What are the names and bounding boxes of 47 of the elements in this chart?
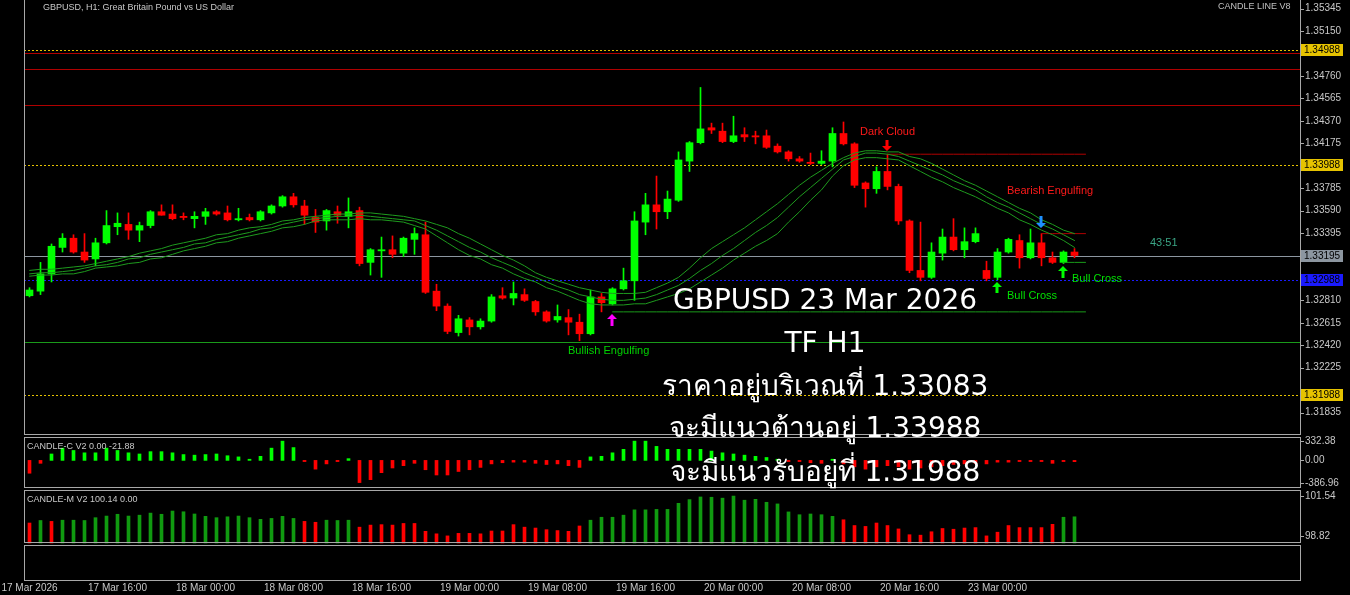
y-tick-label: 101.54 xyxy=(1305,489,1337,501)
annotation: GBPUSD 23 Mar 2026 xyxy=(672,283,978,316)
x-tick-label: 19 Mar 16:00 xyxy=(616,581,676,593)
ref-line-label: 1.33988 xyxy=(1301,159,1344,171)
x-tick-label: 18 Mar 00:00 xyxy=(176,581,236,593)
annotation: 43:51 xyxy=(1150,236,1178,249)
x-tick-label: 18 Mar 16:00 xyxy=(352,581,412,593)
x-tick-label: 17 Mar 2026 xyxy=(1,581,59,593)
x-tick-label: 23 Mar 00:00 xyxy=(968,581,1028,593)
y-tick-label: 1.33395 xyxy=(1305,226,1342,238)
annotation: Bull Cross xyxy=(1007,289,1058,302)
x-tick-label: 17 Mar 16:00 xyxy=(88,581,148,593)
chart-title: GBPUSD, H1: Great Britain Pound vs US Dollar xyxy=(43,2,235,12)
y-tick-label: -386.96 xyxy=(1305,476,1340,488)
x-tick-label: 20 Mar 00:00 xyxy=(704,581,764,593)
y-tick-label: 1.34175 xyxy=(1305,137,1342,149)
x-tick-label: 19 Mar 00:00 xyxy=(440,581,500,593)
x-tick-label: 20 Mar 16:00 xyxy=(880,581,940,593)
y-tick-label: 1.32225 xyxy=(1305,361,1342,373)
x-tick-label: 18 Mar 08:00 xyxy=(264,581,324,593)
annotation: Bullish Engulfing xyxy=(568,344,650,357)
y-tick-label: 1.33590 xyxy=(1305,204,1342,216)
y-tick-label: 1.31835 xyxy=(1305,406,1342,418)
y-tick-label: 1.34565 xyxy=(1305,92,1342,104)
y-tick-label: 332.38 xyxy=(1305,434,1337,446)
y-tick-label: 1.35345 xyxy=(1305,2,1342,14)
y-tick-label: 1.34760 xyxy=(1305,69,1342,81)
y-tick-label: 1.32615 xyxy=(1305,316,1342,328)
y-tick-label: 1.33785 xyxy=(1305,181,1342,193)
annotation: CANDLE LINE V8 xyxy=(1218,1,1291,12)
y-tick-label: 1.32420 xyxy=(1305,338,1342,350)
annotation: Bearish Engulfing xyxy=(1007,184,1094,197)
ref-line-label: 1.32988 xyxy=(1301,274,1344,286)
y-tick-label: 98.82 xyxy=(1305,530,1331,542)
y-tick-label: 1.35150 xyxy=(1305,24,1342,36)
chart-title: CANDLE-C V2 0.00 -21.88 xyxy=(27,441,135,451)
ref-line-label: 1.34988 xyxy=(1301,44,1344,56)
ref-line-label: 1.31988 xyxy=(1301,389,1344,401)
y-tick-label: 1.34370 xyxy=(1305,114,1342,126)
x-tick-label: 20 Mar 08:00 xyxy=(792,581,852,593)
y-tick-label: 0.00 xyxy=(1305,454,1325,466)
x-tick-label: 19 Mar 08:00 xyxy=(528,581,588,593)
ref-line-label: 1.33195 xyxy=(1301,250,1344,262)
y-tick-label: 1.32810 xyxy=(1305,294,1342,306)
chart-title: CANDLE-M V2 100.14 0.00 xyxy=(27,494,138,504)
annotation: Dark Cloud xyxy=(860,125,916,138)
annotation: Bull Cross xyxy=(1072,272,1123,285)
